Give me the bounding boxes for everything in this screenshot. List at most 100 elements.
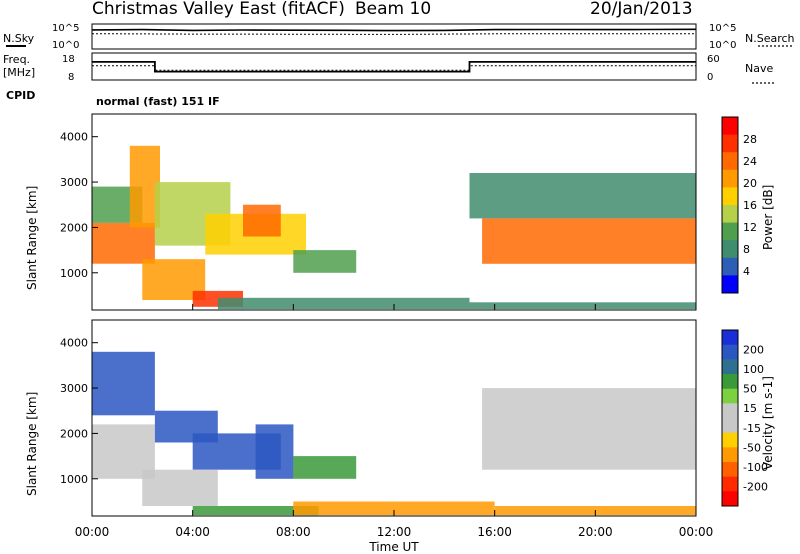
x-axis-label: Time UT	[368, 540, 419, 554]
power-cell-10	[482, 218, 696, 264]
velocity-panel: 1000 2000 3000 4000 Slant Range [km] 200 100…	[25, 319, 775, 517]
velocity-colorbar-seg-3	[722, 374, 738, 390]
velocity-cell-10	[482, 388, 696, 420]
x-axis: 00:00 04:00 08:00 12:00 16:00 20:00 00:00	[75, 304, 714, 539]
velocity-cell-1	[92, 351, 155, 416]
xtick-label-5: 20:00	[578, 525, 613, 539]
noise-left-tick-top: 10^5	[52, 23, 79, 34]
velocity-colorbar-seg-0	[722, 330, 738, 346]
power-ytick-label-0: 1000	[60, 267, 88, 280]
power-ytick-label-3: 4000	[60, 131, 88, 144]
velocity-colorbar-seg-10	[722, 476, 738, 492]
nave-line	[92, 65, 696, 71]
velocity-colorbar-seg-5	[722, 403, 738, 419]
power-colorbar-tick-2: 12	[743, 221, 757, 234]
power-ylabel: Slant Range [km]	[25, 186, 39, 290]
velocity-colorbar-label: Velocity [m s-1]	[761, 376, 775, 470]
velocity-colorbar-tick-3: 15	[743, 402, 757, 415]
velocity-colorbar-seg-9	[722, 462, 738, 478]
power-cell-5	[243, 204, 281, 237]
noise-right-label: N.Search	[745, 32, 795, 45]
cpid-label: CPID	[6, 89, 35, 102]
noise-search-line	[91, 33, 696, 35]
freq-label-line1: Freq.	[3, 53, 30, 66]
velocity-colorbar-tick-6: -100	[743, 461, 768, 474]
freq-right-tick-top: 60	[707, 54, 720, 65]
power-colorbar: 4 8 12 16 20 24 28	[721, 116, 757, 294]
power-colorbar-label: Power [dB]	[761, 185, 775, 250]
velocity-colorbar-tick-2: 50	[743, 383, 757, 396]
velocity-cell-4	[255, 424, 294, 479]
velocity-colorbar-tick-1: 100	[743, 363, 764, 376]
xtick-label-6: 00:00	[679, 525, 714, 539]
xtick-label-2: 08:00	[276, 525, 311, 539]
velocity-colorbar-tick-5: -50	[743, 441, 761, 454]
station-title: Christmas Valley East (fitACF)	[92, 0, 345, 19]
power-colorbar-seg-2	[722, 152, 738, 171]
freq-left-tick-top: 18	[62, 54, 75, 65]
noise-panel: N.Sky 10^5 10^0 10^5 10^0 N.Search	[3, 23, 795, 51]
freq-line	[92, 61, 696, 73]
xtick-label-0: 00:00	[75, 525, 110, 539]
freq-panel: Freq. [MHz] 18 8 60 0 Nave	[3, 52, 776, 84]
velocity-colorbar-seg-6	[722, 418, 738, 434]
velocity-ylabel: Slant Range [km]	[25, 392, 39, 496]
velocity-colorbar-seg-7	[722, 432, 738, 448]
velocity-colorbar-frame	[721, 329, 739, 507]
velocity-colorbar-seg-4	[722, 388, 738, 404]
power-colorbar-tick-1: 8	[743, 243, 750, 256]
power-colorbar-tick-0: 4	[743, 265, 750, 278]
noise-right-tick-bottom: 10^0	[709, 40, 736, 51]
power-colorbar-seg-0	[722, 117, 738, 136]
power-colorbar-seg-5	[722, 205, 738, 224]
power-cell-0	[92, 222, 155, 264]
power-colorbar-tick-4: 20	[743, 177, 757, 190]
power-panel: 1000 2000 3000 4000 Slant Range [km] 4 8 12 16…	[25, 113, 775, 311]
power-cell-6	[293, 250, 357, 273]
power-ytick-label-2: 3000	[60, 176, 88, 189]
power-colorbar-frame	[721, 116, 739, 294]
velocity-cell-9	[482, 419, 696, 470]
velocity-ytick-label-1: 2000	[60, 427, 88, 440]
noise-right-tick-top: 10^5	[709, 23, 736, 34]
power-cell-11	[469, 173, 696, 219]
xtick-label-3: 12:00	[377, 525, 412, 539]
power-colorbar-seg-9	[722, 275, 738, 294]
noise-left-tick-bottom: 10^0	[52, 40, 79, 51]
date-label: 20/Jan/2013	[590, 0, 693, 19]
velocity-colorbar-seg-1	[722, 344, 738, 360]
power-colorbar-seg-1	[722, 134, 738, 153]
velocity-colorbar-seg-11	[722, 491, 738, 507]
cpid-text: normal (fast) 151 IF	[96, 95, 220, 108]
velocity-colorbar-tick-0: 200	[743, 344, 764, 357]
power-ytick-label-1: 2000	[60, 221, 88, 234]
power-cell-9	[217, 297, 470, 310]
power-colorbar-tick-6: 28	[743, 133, 757, 146]
freq-left-tick-bottom: 8	[68, 72, 74, 83]
velocity-cell-6	[142, 469, 218, 506]
power-cell-12	[469, 302, 696, 310]
velocity-yticks: 1000 2000 3000 4000	[60, 337, 98, 486]
power-colorbar-seg-7	[722, 240, 738, 259]
velocity-cell-5	[293, 456, 357, 479]
power-colorbar-tick-3: 16	[743, 199, 757, 212]
freq-panel-frame	[91, 52, 697, 81]
velocity-ytick-label-0: 1000	[60, 473, 88, 486]
velocity-ytick-label-3: 4000	[60, 337, 88, 350]
velocity-colorbar-seg-2	[722, 359, 738, 375]
velocity-cell-7	[192, 506, 319, 516]
power-colorbar-seg-4	[722, 187, 738, 206]
freq-right-label: Nave	[745, 62, 773, 75]
noise-sky-line	[91, 28, 697, 32]
power-colorbar-tick-5: 24	[743, 155, 757, 168]
freq-label-line2: [MHz]	[3, 66, 35, 79]
power-heatmap	[92, 145, 696, 310]
xtick-label-4: 16:00	[477, 525, 512, 539]
freq-right-tick-bottom: 0	[707, 72, 713, 83]
noise-left-label: N.Sky	[3, 32, 35, 45]
power-colorbar-seg-3	[722, 169, 738, 188]
noise-panel-frame	[91, 23, 697, 50]
velocity-colorbar-tick-7: -200	[743, 480, 768, 493]
velocity-cell-8	[293, 501, 495, 516]
